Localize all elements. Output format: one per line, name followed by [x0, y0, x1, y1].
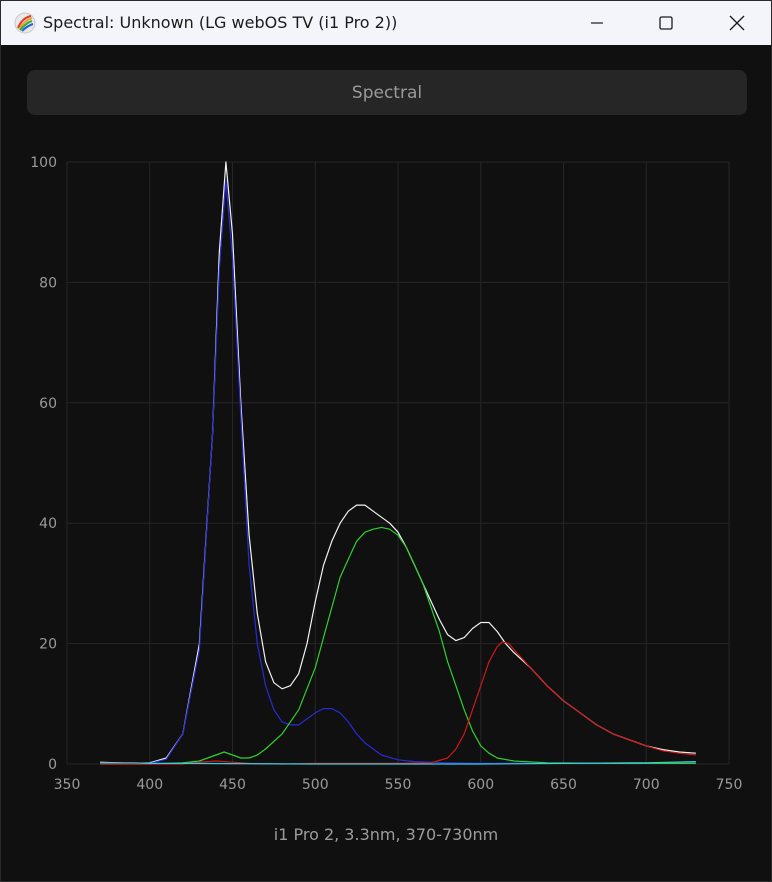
x-tick-label: 750 — [716, 777, 743, 793]
y-tick-label: 0 — [48, 757, 57, 773]
minimize-button[interactable] — [564, 1, 630, 45]
window-title: Spectral: Unknown (LG webOS TV (i1 Pro 2… — [43, 13, 398, 32]
x-tick-label: 550 — [385, 777, 412, 793]
x-tick-label: 650 — [550, 777, 577, 793]
y-tick-label: 60 — [39, 396, 57, 412]
series-line-4 — [100, 761, 696, 765]
y-tick-label: 40 — [39, 516, 57, 532]
minimize-icon — [591, 22, 603, 24]
x-tick-label: 500 — [302, 777, 329, 793]
x-tick-label: 400 — [136, 777, 163, 793]
series-line-2 — [100, 526, 696, 765]
series-line-1 — [100, 179, 696, 764]
x-tick-label: 700 — [633, 777, 660, 793]
tab-spectral[interactable]: Spectral — [27, 70, 747, 115]
chart-series — [100, 161, 696, 765]
maximize-button[interactable] — [633, 1, 699, 45]
close-icon — [729, 15, 745, 31]
y-tick-label: 100 — [30, 155, 57, 171]
y-tick-label: 80 — [39, 275, 57, 291]
x-tick-label: 600 — [467, 777, 494, 793]
x-tick-label: 450 — [219, 777, 246, 793]
y-tick-label: 20 — [39, 637, 57, 653]
chart-caption: i1 Pro 2, 3.3nm, 370-730nm — [273, 825, 499, 844]
title-bar[interactable]: Spectral: Unknown (LG webOS TV (i1 Pro 2… — [1, 1, 771, 45]
maximize-icon — [659, 16, 673, 30]
app-logo-icon — [14, 12, 36, 34]
chart-ticks: 350 400 450 500 550 600 650 700 750 0 20 40 60 80 100 — [30, 155, 742, 793]
chart-grid — [66, 161, 730, 765]
close-button[interactable] — [704, 1, 770, 45]
x-tick-label: 350 — [54, 777, 81, 793]
spectral-chart: 350 400 450 500 550 600 650 700 750 0 20 40 60 80 100 — [30, 155, 742, 793]
content-area: Spectral 350 400 450 500 550 600 650 700 750 0 20 4… — [1, 45, 771, 881]
